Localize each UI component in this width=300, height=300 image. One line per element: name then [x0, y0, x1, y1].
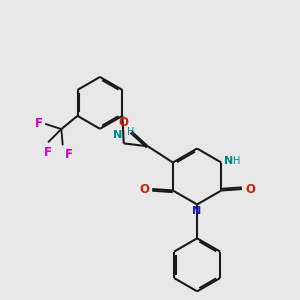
Text: O: O [119, 116, 129, 129]
Text: H: H [127, 127, 135, 137]
Text: N: N [193, 206, 202, 216]
Text: F: F [35, 117, 43, 130]
Text: F: F [65, 148, 73, 160]
Text: H: H [232, 156, 240, 166]
Text: F: F [44, 146, 52, 159]
Text: O: O [245, 182, 255, 196]
Text: N: N [224, 156, 233, 166]
Text: O: O [139, 182, 149, 196]
Text: N: N [113, 130, 122, 140]
